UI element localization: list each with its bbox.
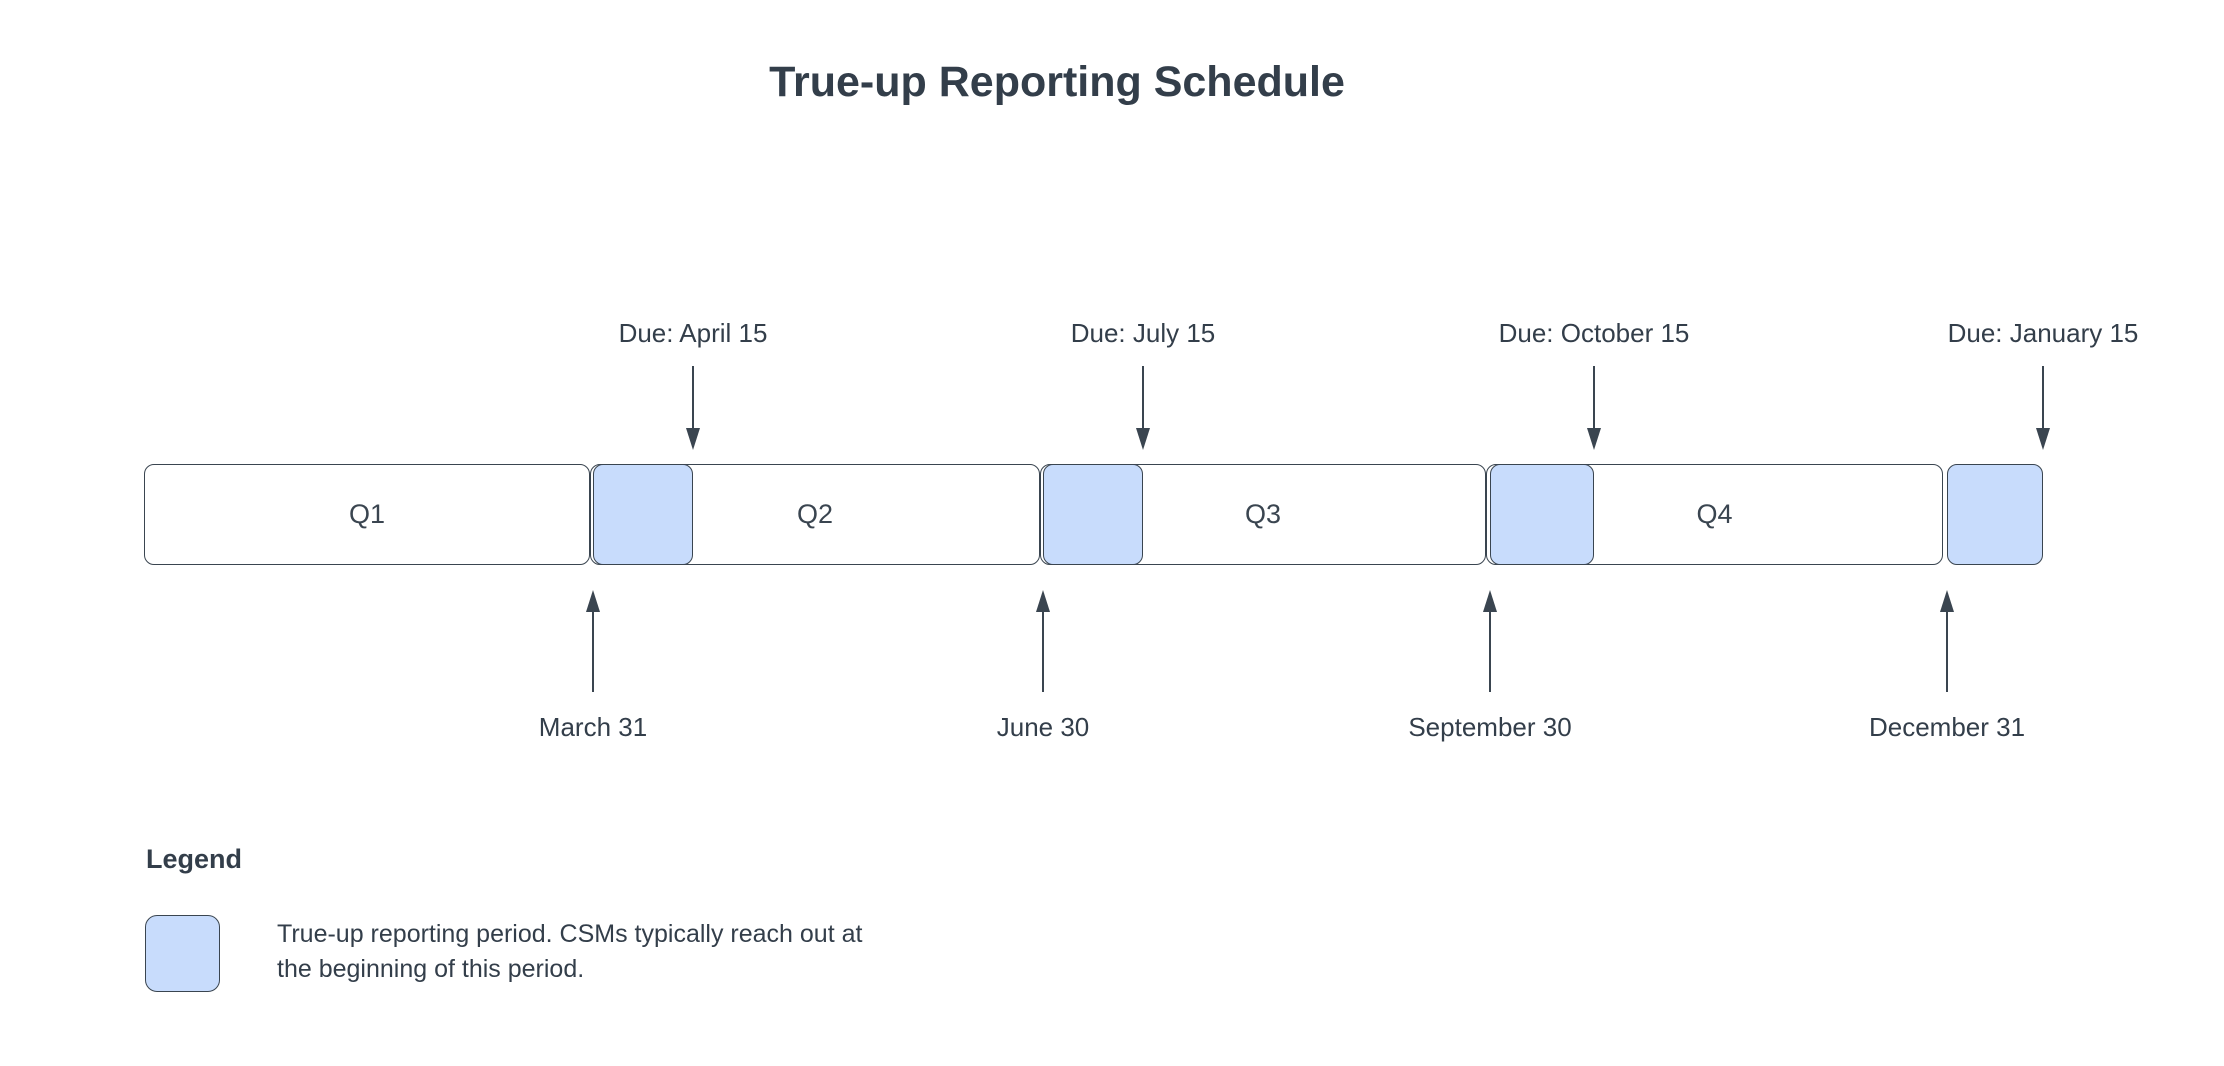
arrow-stem xyxy=(1946,610,1948,692)
quarter-end-label-september: September 30 xyxy=(1408,712,1572,742)
legend-heading: Legend xyxy=(146,844,243,874)
arrow-up-icon xyxy=(586,590,600,612)
trueup-period-box-q4 xyxy=(1947,464,2043,565)
arrow-down-icon xyxy=(2036,428,2050,450)
trueup-period-box-q2 xyxy=(1043,464,1143,565)
quarter-label-q1: Q1 xyxy=(348,499,386,529)
legend-description: True-up reporting period. CSMs typically… xyxy=(277,917,862,987)
arrow-down-icon xyxy=(1136,428,1150,450)
quarter-label-q2: Q2 xyxy=(796,499,834,529)
due-label-october: Due: October 15 xyxy=(1498,318,1690,348)
arrow-stem xyxy=(592,610,594,692)
legend-description-line2: the beginning of this period. xyxy=(277,955,585,983)
legend-description-line1: True-up reporting period. CSMs typically… xyxy=(277,920,863,948)
quarter-label-q4: Q4 xyxy=(1696,499,1733,529)
arrow-down-icon xyxy=(686,428,700,450)
trueup-period-box-q3 xyxy=(1490,464,1594,565)
arrow-down-icon xyxy=(1587,428,1601,450)
arrow-stem xyxy=(1489,610,1491,692)
due-label-january: Due: January 15 xyxy=(1947,318,2139,348)
page-title: True-up Reporting Schedule xyxy=(769,58,1345,106)
due-label-april: Due: April 15 xyxy=(618,318,768,348)
arrow-up-icon xyxy=(1036,590,1050,612)
due-label-july: Due: July 15 xyxy=(1070,318,1216,348)
arrow-stem xyxy=(1042,610,1044,692)
quarter-end-label-march: March 31 xyxy=(538,712,648,742)
arrow-stem xyxy=(692,366,694,428)
arrow-stem xyxy=(1593,366,1595,428)
arrow-up-icon xyxy=(1940,590,1954,612)
legend-trueup-swatch xyxy=(145,915,220,992)
arrow-stem xyxy=(1142,366,1144,428)
trueup-period-box-q1 xyxy=(593,464,693,565)
quarter-box-q1: Q1 xyxy=(144,464,590,565)
arrow-stem xyxy=(2042,366,2044,428)
arrow-up-icon xyxy=(1483,590,1497,612)
quarter-end-label-june: June 30 xyxy=(996,712,1090,742)
quarter-end-label-december: December 31 xyxy=(1868,712,2026,742)
quarter-label-q3: Q3 xyxy=(1244,499,1282,529)
